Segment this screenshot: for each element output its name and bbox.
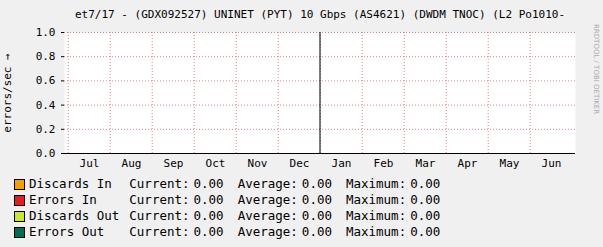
svg-text:Jan: Jan [332, 157, 352, 170]
svg-text:Jul: Jul [80, 157, 100, 170]
html-text:Maximum: 0.00: Maximum: 0.00 [346, 224, 441, 239]
svg-text:May: May [500, 157, 520, 170]
html-text:Average: 0.00: Average: 0.00 [237, 224, 332, 239]
html-text:Errors Out: Errors Out [29, 224, 105, 239]
svg-text:0.0: 0.0 [36, 147, 56, 160]
html-text:Average: 0.00: Average: 0.00 [237, 176, 332, 191]
svg-text:et7/17 - (GDX092527) UNINET (P: et7/17 - (GDX092527) UNINET (PYT) 10 Gbp… [75, 8, 565, 21]
svg-text:Jun: Jun [542, 157, 562, 170]
svg-text:Aug: Aug [122, 157, 142, 170]
html-text:Average: 0.00: Average: 0.00 [237, 192, 332, 207]
html-text:Maximum: 0.00: Maximum: 0.00 [346, 192, 441, 207]
html-text:Average: 0.00: Average: 0.00 [237, 208, 332, 223]
html-text:Discards In: Discards In [29, 176, 112, 191]
html-text:Current: 0.00: Current: 0.00 [129, 192, 224, 207]
html-text:Maximum: 0.00: Maximum: 0.00 [346, 208, 441, 223]
svg-text:0.2: 0.2 [36, 123, 56, 136]
html-text:Current: 0.00: Current: 0.00 [129, 176, 224, 191]
svg-text:Dec: Dec [290, 157, 310, 170]
svg-text:0.8: 0.8 [36, 50, 56, 63]
svg-text:Oct: Oct [206, 157, 226, 170]
svg-text:0.6: 0.6 [36, 74, 56, 87]
svg-text:Nov: Nov [248, 157, 268, 170]
svg-text:Apr: Apr [458, 157, 478, 170]
svg-text:1.0: 1.0 [36, 26, 56, 39]
svg-text:errors/sec →: errors/sec → [1, 53, 14, 133]
html-text:Maximum: 0.00: Maximum: 0.00 [346, 176, 441, 191]
svg-text:Feb: Feb [374, 157, 394, 170]
html-text:RRDTOOL / TOBI OETIKER: RRDTOOL / TOBI OETIKER [592, 24, 600, 115]
svg-text:Sep: Sep [164, 157, 184, 170]
html-text:Current: 0.00: Current: 0.00 [129, 224, 224, 239]
html-text:Errors In: Errors In [29, 192, 97, 207]
svg-text:Mar: Mar [416, 157, 436, 170]
html-text:Current: 0.00: Current: 0.00 [129, 208, 224, 223]
html-text:Discards Out: Discards Out [29, 208, 120, 223]
svg-text:0.4: 0.4 [36, 99, 56, 112]
